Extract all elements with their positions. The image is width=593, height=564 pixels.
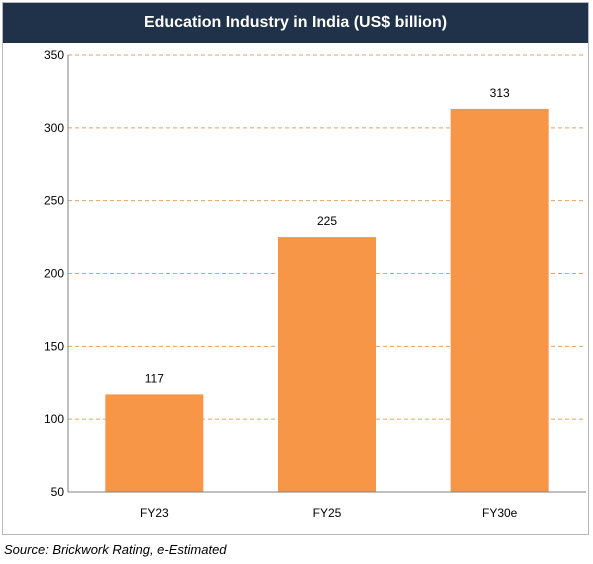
data-label: 117 [145,371,164,385]
y-tick-label: 100 [44,412,64,426]
y-tick-label: 300 [44,121,64,135]
bar-chart: 50 100 150 200 250 300 350 117 FY23 225 FY25 313 FY3… [44,48,586,520]
y-tick-label: 50 [51,485,65,499]
x-category-label: FY25 [313,506,342,520]
x-category-label: FY23 [140,506,169,520]
y-tick-label: 250 [44,194,64,208]
y-tick-label: 200 [44,267,64,281]
axes [67,55,586,493]
chart-title: Education Industry in India (US$ billion… [143,14,448,31]
labels: 50 100 150 200 250 300 350 117 FY23 225 FY25 313 FY3… [44,48,518,520]
data-label: 313 [490,86,510,100]
y-tick-label: 150 [44,339,64,353]
source-note: Source: Brickwork Rating, e-Estimated [4,542,227,557]
bar [450,108,549,492]
bar [278,237,376,492]
chart-title-bar: Education Industry in India (US$ billion… [3,3,588,43]
bar [105,394,204,492]
y-tick-label: 350 [44,48,64,62]
x-category-label: FY30e [482,506,518,520]
bars [105,108,549,492]
data-label: 225 [317,214,337,228]
